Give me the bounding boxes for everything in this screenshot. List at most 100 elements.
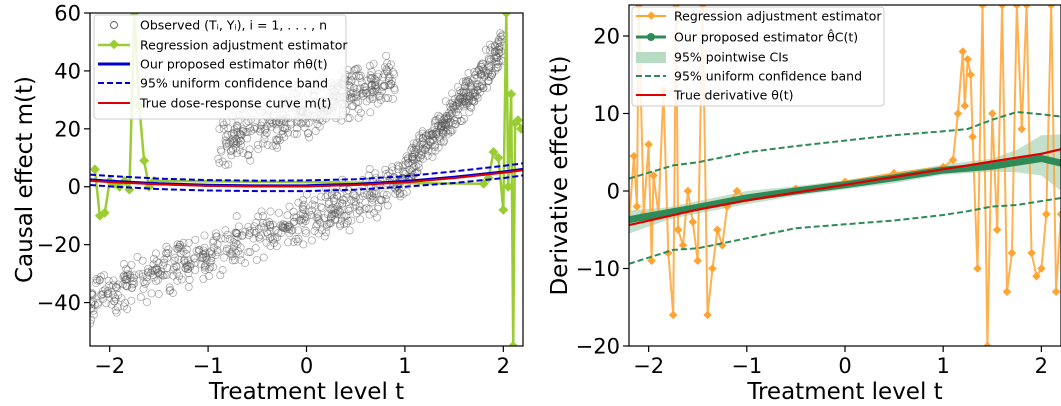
legend-marker-proposed-right (647, 33, 655, 41)
observed-point (233, 121, 242, 130)
observed-point (264, 230, 273, 238)
observed-point (436, 125, 445, 134)
observed-point (227, 130, 236, 139)
observed-point (221, 234, 230, 243)
observed-point (340, 211, 349, 220)
observed-point (307, 236, 316, 245)
observed-point (318, 203, 327, 212)
observed-point (431, 116, 440, 125)
observed-point (211, 251, 220, 260)
observed-point (221, 136, 230, 145)
observed-point (318, 226, 327, 235)
observed-point (465, 88, 474, 97)
observed-point (223, 230, 232, 239)
observed-point (114, 303, 122, 312)
true-curve-left (90, 169, 523, 188)
observed-point (473, 93, 482, 102)
observed-point (279, 223, 288, 232)
legend-label-band-right: 95% uniform confidence band (674, 69, 862, 84)
observed-point (484, 69, 493, 77)
right-x-axis-label: Treatment level t (746, 379, 942, 405)
legend-label-true-left: True dose-response curve m(t) (139, 96, 331, 111)
observed-point (298, 205, 307, 213)
observed-point (302, 229, 311, 238)
observed-point (367, 67, 376, 76)
observed-point (224, 160, 233, 169)
left-y-tick-label: 40 (54, 59, 81, 83)
observed-point (297, 119, 306, 128)
observed-point (289, 218, 298, 226)
observed-point (387, 80, 396, 89)
observed-point (466, 79, 475, 88)
regression-marker-right (1056, 210, 1061, 219)
observed-point (305, 133, 314, 142)
observed-point (259, 218, 268, 227)
regression-marker-right (1042, 210, 1051, 219)
observed-point (326, 205, 335, 214)
observed-point (236, 256, 245, 265)
left-ticks: −2 −1 0 1 2 −40 −20 0 20 40 60 (37, 2, 510, 379)
observed-point (227, 151, 236, 160)
observed-point (373, 87, 382, 96)
observed-point (254, 145, 263, 154)
observed-point (164, 245, 173, 254)
regression-marker-right (1032, 272, 1041, 281)
observed-point (323, 191, 332, 200)
observed-point (355, 202, 364, 211)
observed-point (439, 136, 448, 145)
left-x-tick-label: 0 (300, 354, 313, 378)
regression-marker-right (632, 202, 642, 211)
observed-point (120, 271, 128, 280)
observed-point (102, 299, 111, 308)
observed-point (123, 271, 132, 280)
observed-point (301, 217, 310, 226)
observed-point (245, 229, 254, 237)
left-y-tick-label: 20 (54, 117, 81, 141)
observed-point (299, 200, 308, 209)
observed-point (366, 193, 375, 202)
observed-point (361, 89, 370, 98)
observed-point (158, 271, 167, 280)
observed-point (249, 234, 258, 243)
observed-point (365, 61, 374, 70)
regression-marker-right (713, 225, 722, 234)
observed-point (182, 250, 191, 258)
regression-marker-right (1037, 264, 1046, 273)
observed-point (289, 207, 298, 216)
observed-point (215, 125, 224, 133)
regression-marker-right (688, 217, 698, 227)
observed-point (232, 135, 241, 143)
observed-point (91, 300, 99, 309)
observed-point (382, 191, 391, 199)
regression-marker-right (992, 225, 1002, 234)
observed-point (149, 273, 158, 282)
observed-point (159, 261, 168, 270)
observed-point (428, 152, 437, 161)
observed-point (344, 206, 353, 215)
observed-point (428, 130, 437, 139)
observed-point (271, 226, 280, 234)
observed-point (207, 256, 216, 265)
observed-point (138, 272, 147, 281)
observed-point (278, 126, 287, 135)
observed-point (90, 306, 98, 315)
regression-marker-right (988, 109, 997, 118)
observed-point (205, 272, 213, 281)
observed-point (388, 94, 397, 103)
observed-point (381, 194, 390, 203)
regression-marker-right (647, 256, 656, 265)
observed-point (385, 63, 393, 72)
observed-point (378, 196, 386, 205)
observed-point (377, 87, 386, 96)
observed-point (206, 263, 215, 272)
observed-point (347, 93, 356, 102)
observed-point (127, 284, 136, 292)
observed-point (149, 254, 158, 263)
observed-point (285, 224, 294, 233)
observed-point (492, 57, 501, 66)
observed-point (215, 158, 224, 167)
observed-point (230, 130, 239, 138)
observed-point (285, 202, 294, 211)
observed-point (183, 265, 192, 274)
